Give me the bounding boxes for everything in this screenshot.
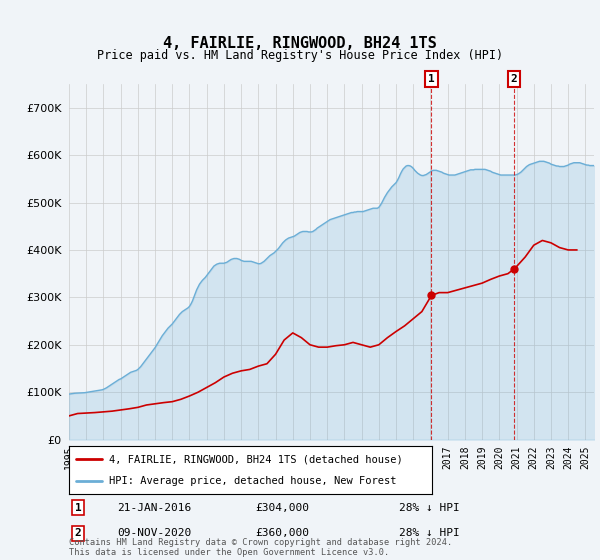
Text: 2: 2: [511, 74, 518, 84]
Text: 4, FAIRLIE, RINGWOOD, BH24 1TS: 4, FAIRLIE, RINGWOOD, BH24 1TS: [163, 36, 437, 51]
Text: £360,000: £360,000: [255, 528, 309, 538]
Text: Price paid vs. HM Land Registry's House Price Index (HPI): Price paid vs. HM Land Registry's House …: [97, 49, 503, 63]
Text: HPI: Average price, detached house, New Forest: HPI: Average price, detached house, New …: [109, 476, 397, 486]
Text: 2: 2: [74, 528, 82, 538]
Text: 09-NOV-2020: 09-NOV-2020: [117, 528, 191, 538]
Text: 4, FAIRLIE, RINGWOOD, BH24 1TS (detached house): 4, FAIRLIE, RINGWOOD, BH24 1TS (detached…: [109, 454, 403, 464]
Text: 28% ↓ HPI: 28% ↓ HPI: [399, 528, 460, 538]
Text: Contains HM Land Registry data © Crown copyright and database right 2024.
This d: Contains HM Land Registry data © Crown c…: [69, 538, 452, 557]
Text: £304,000: £304,000: [255, 503, 309, 513]
Text: 21-JAN-2016: 21-JAN-2016: [117, 503, 191, 513]
Text: 28% ↓ HPI: 28% ↓ HPI: [399, 503, 460, 513]
Text: 1: 1: [74, 503, 82, 513]
Text: 1: 1: [428, 74, 435, 84]
